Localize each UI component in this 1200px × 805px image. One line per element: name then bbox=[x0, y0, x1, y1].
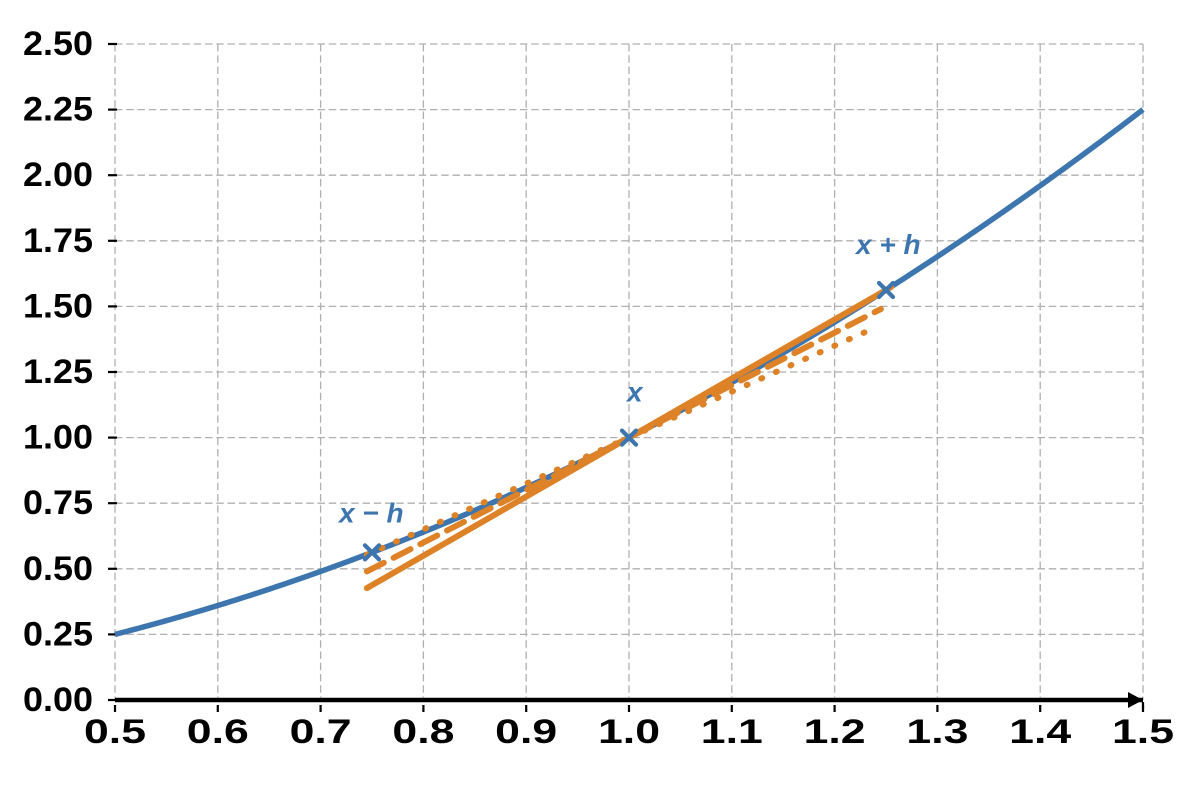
svg-text:0.5: 0.5 bbox=[84, 713, 146, 751]
svg-text:0.00: 0.00 bbox=[23, 681, 93, 719]
svg-text:x + h: x + h bbox=[854, 229, 921, 260]
svg-text:2.00: 2.00 bbox=[23, 156, 93, 194]
svg-text:0.7: 0.7 bbox=[290, 713, 352, 751]
svg-text:2.50: 2.50 bbox=[23, 25, 93, 63]
svg-text:2.25: 2.25 bbox=[23, 91, 93, 129]
svg-text:1.4: 1.4 bbox=[1009, 713, 1071, 751]
svg-text:1.2: 1.2 bbox=[804, 713, 866, 751]
svg-text:1.00: 1.00 bbox=[23, 419, 93, 457]
svg-text:1.3: 1.3 bbox=[906, 713, 968, 751]
svg-text:1.1: 1.1 bbox=[701, 713, 763, 751]
svg-text:x − h: x − h bbox=[337, 497, 404, 528]
svg-text:x: x bbox=[625, 377, 644, 408]
svg-text:0.50: 0.50 bbox=[23, 550, 93, 588]
svg-text:0.75: 0.75 bbox=[23, 484, 93, 522]
svg-text:1.75: 1.75 bbox=[23, 222, 93, 260]
svg-text:0.6: 0.6 bbox=[187, 713, 249, 751]
svg-text:1.50: 1.50 bbox=[23, 287, 93, 325]
svg-text:0.8: 0.8 bbox=[392, 713, 454, 751]
svg-text:0.9: 0.9 bbox=[495, 713, 557, 751]
svg-text:1.5: 1.5 bbox=[1112, 713, 1174, 751]
svg-text:0.25: 0.25 bbox=[23, 615, 93, 653]
svg-text:1.0: 1.0 bbox=[598, 713, 660, 751]
svg-text:1.25: 1.25 bbox=[23, 353, 93, 391]
